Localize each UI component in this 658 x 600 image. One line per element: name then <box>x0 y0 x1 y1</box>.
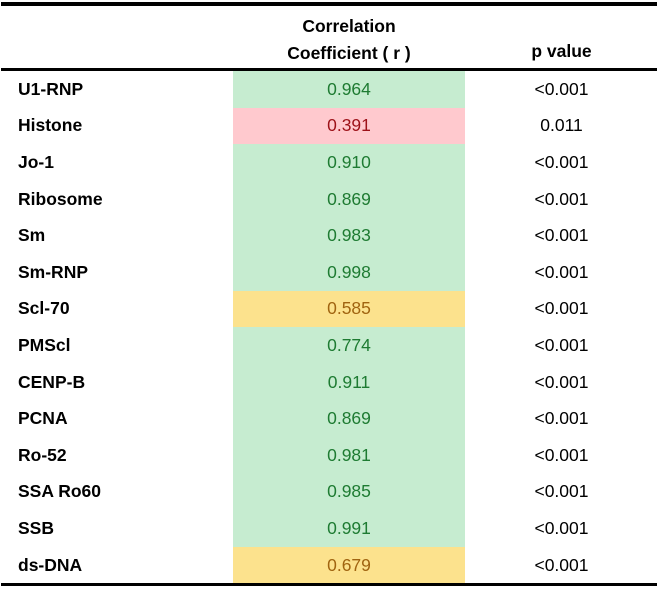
header-separator-rule <box>1 68 657 71</box>
r-value-cell: 0.910 <box>233 144 465 181</box>
p-value-cell: <0.001 <box>534 188 589 209</box>
r-value-cell: 0.869 <box>233 180 465 218</box>
row-label: Sm-RNP <box>18 261 89 282</box>
header-antibody-column-spacer <box>0 6 233 68</box>
p-value-cell: <0.001 <box>534 408 589 429</box>
p-value-cell: <0.001 <box>534 517 589 538</box>
r-value-cell: 0.981 <box>233 436 465 474</box>
r-value-cell: 0.869 <box>233 400 465 437</box>
table-row: Jo-1 0.910 <0.001 <box>0 144 658 181</box>
row-label: PMScl <box>18 334 71 355</box>
table-row: Sm 0.983 <0.001 <box>0 217 658 254</box>
r-value-cell: 0.998 <box>233 253 465 291</box>
p-value-cell: <0.001 <box>534 444 589 465</box>
p-value-cell: <0.001 <box>534 78 589 99</box>
row-label: Ro-52 <box>18 444 67 465</box>
table-row: Ribosome 0.869 <0.001 <box>0 180 658 218</box>
header-correlation-line1: Correlation <box>302 16 396 36</box>
row-label: Scl-70 <box>18 298 70 319</box>
r-value-cell: 0.774 <box>233 327 465 364</box>
table-body: U1-RNP 0.964 <0.001 Histone 0.391 0.011 … <box>0 71 658 584</box>
p-value-cell: <0.001 <box>534 481 589 502</box>
table-row: CENP-B 0.911 <0.001 <box>0 363 658 401</box>
r-value-cell: 0.991 <box>233 510 465 547</box>
r-value-cell: 0.391 <box>233 107 465 145</box>
bottom-rule <box>1 583 657 587</box>
r-value-cell: 0.964 <box>233 71 465 108</box>
p-value-cell: <0.001 <box>534 151 589 172</box>
table-row: SSA Ro60 0.985 <0.001 <box>0 473 658 511</box>
p-value-cell: <0.001 <box>534 225 589 246</box>
row-label: Ribosome <box>18 188 103 209</box>
header-correlation-line2: Coefficient ( r ) <box>287 43 411 63</box>
row-label: PCNA <box>18 408 68 429</box>
r-value-cell: 0.679 <box>233 546 465 584</box>
table-row: U1-RNP 0.964 <0.001 <box>0 71 658 108</box>
row-label: Sm <box>18 225 46 246</box>
row-label: SSB <box>18 517 54 538</box>
r-value-cell: 0.985 <box>233 473 465 511</box>
row-label: U1-RNP <box>18 78 84 99</box>
r-value-cell: 0.983 <box>233 217 465 254</box>
header-p-value: p value <box>465 6 658 68</box>
header-correlation-coefficient: Correlation Coefficient ( r ) <box>233 6 465 68</box>
p-value-cell: 0.011 <box>540 115 583 136</box>
table-row: ds-DNA 0.679 <0.001 <box>0 546 658 584</box>
p-value-cell: <0.001 <box>534 261 589 282</box>
table-row: Sm-RNP 0.998 <0.001 <box>0 253 658 291</box>
table-row: Scl-70 0.585 <0.001 <box>0 290 658 328</box>
p-value-cell: <0.001 <box>534 554 589 575</box>
table-row: SSB 0.991 <0.001 <box>0 510 658 547</box>
table-row: PMScl 0.774 <0.001 <box>0 327 658 364</box>
p-value-cell: <0.001 <box>534 371 589 392</box>
row-label: ds-DNA <box>18 554 83 575</box>
table-row: Ro-52 0.981 <0.001 <box>0 436 658 474</box>
row-label: Jo-1 <box>18 151 54 172</box>
header-p-value-label: p value <box>531 41 592 61</box>
r-value-cell: 0.585 <box>233 290 465 328</box>
p-value-cell: <0.001 <box>534 334 589 355</box>
row-label: SSA Ro60 <box>18 481 101 502</box>
table-row: PCNA 0.869 <0.001 <box>0 400 658 437</box>
table-header: Correlation Coefficient ( r ) p value <box>0 6 658 68</box>
row-label: Histone <box>18 115 83 136</box>
r-value-cell: 0.911 <box>233 363 465 401</box>
top-rule <box>1 2 657 6</box>
row-label: CENP-B <box>18 371 86 392</box>
table-row: Histone 0.391 0.011 <box>0 107 658 145</box>
p-value-cell: <0.001 <box>534 298 589 319</box>
